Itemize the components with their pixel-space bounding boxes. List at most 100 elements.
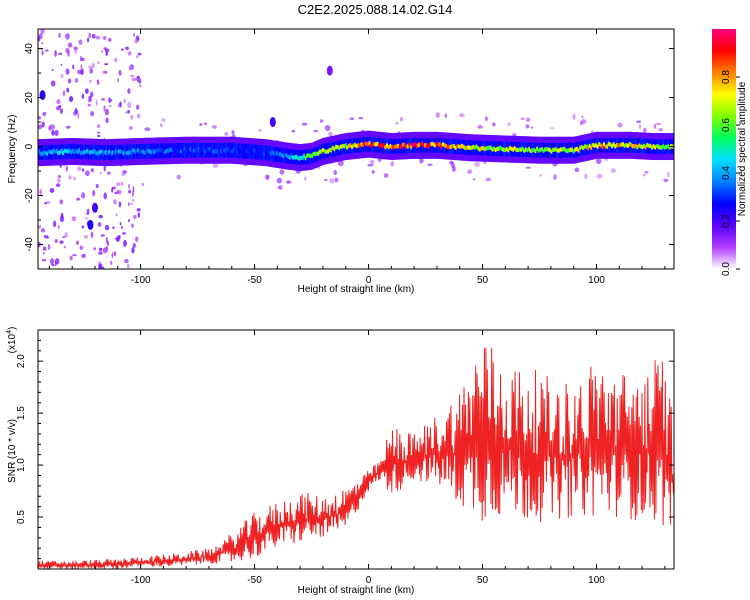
spectrogram-background-mark xyxy=(141,182,145,187)
spectrogram-background-mark xyxy=(128,126,133,131)
spectrogram-background-mark xyxy=(57,174,62,178)
spectrogram-background-mark xyxy=(81,192,86,199)
spectrogram-background-mark xyxy=(130,114,134,120)
spectrogram-background-mark xyxy=(444,113,447,118)
colorbar: 0.0 0.2 0.4 0.6 0.8 Normalized spectral ampl… xyxy=(712,29,748,276)
spectrogram-background-mark xyxy=(134,38,139,44)
spectrogram-background-mark xyxy=(45,200,51,205)
spectrogram-marks xyxy=(38,29,674,269)
spectrogram-background-mark xyxy=(73,176,76,181)
snr-x-tick-label: 50 xyxy=(477,575,489,586)
spectrogram-background-mark xyxy=(109,260,113,265)
spectrogram-background-mark xyxy=(135,55,139,59)
spectrogram-background-mark xyxy=(130,74,134,77)
spectrogram-background-mark xyxy=(101,50,104,53)
spectrogram-background-mark xyxy=(139,84,142,88)
spectrogram-background-mark xyxy=(56,99,61,105)
spectrogram-background-mark xyxy=(520,117,526,121)
spectrogram-panel: -100 -50 0 50 100 -40 -20 0 20 40 Height of stra… xyxy=(7,28,675,295)
spectrogram-background-mark xyxy=(90,168,94,173)
spectrogram-background-mark xyxy=(63,245,66,249)
spectrogram-background-mark xyxy=(313,129,319,133)
spectrogram-background-mark xyxy=(41,42,44,45)
spectrogram-background-mark xyxy=(90,111,95,117)
spectrogram-background-mark xyxy=(369,160,373,164)
spectrogram-background-mark xyxy=(91,34,96,39)
spectrogram-background-mark xyxy=(89,95,92,102)
spectrogram-background-mark xyxy=(419,157,424,164)
spectrogram-background-mark xyxy=(333,170,338,175)
spectrogram-y-ticks: -40 -20 0 20 40 xyxy=(24,43,674,270)
spectrogram-background-mark xyxy=(107,241,110,247)
spectrogram-background-mark xyxy=(579,121,583,126)
spectrogram-background-mark xyxy=(64,232,68,237)
spectrogram-background-mark xyxy=(42,251,45,255)
spectrogram-background-mark xyxy=(358,117,364,120)
spectrogram-background-mark xyxy=(112,226,115,229)
spectrogram-background-mark xyxy=(41,258,47,262)
colorbar-tick-label: 0.2 xyxy=(721,214,732,228)
spectrogram-background-mark xyxy=(492,122,496,127)
spectrogram-background-mark xyxy=(161,118,166,122)
spectrogram-background-mark xyxy=(123,98,126,104)
spectrogram-background-mark xyxy=(581,115,584,119)
snr-x-tick-label: 0 xyxy=(366,575,372,586)
spectrogram-background-mark xyxy=(92,190,96,197)
spectrogram-background-mark xyxy=(50,124,55,130)
spectrogram-background-mark xyxy=(127,88,131,94)
spectrogram-background-mark xyxy=(103,192,108,200)
spectrogram-background-mark xyxy=(553,174,558,181)
spectrogram-background-mark xyxy=(104,108,109,116)
spectrogram-background-mark xyxy=(85,170,90,177)
spectrogram-background-mark xyxy=(136,77,141,82)
spectrogram-background-mark xyxy=(57,224,60,230)
spectrogram-background-mark xyxy=(73,46,78,51)
spectrogram-background-mark xyxy=(103,105,106,112)
spectrogram-background-mark xyxy=(65,33,70,40)
spectrogram-background-mark xyxy=(67,42,73,48)
spectrogram-background-mark xyxy=(118,70,122,76)
spectrogram-background-mark xyxy=(100,234,105,237)
spectrogram-background-mark xyxy=(60,73,64,78)
spectrogram-background-mark xyxy=(95,183,99,189)
spectrogram-background-mark xyxy=(203,122,208,126)
spectrogram-background-mark xyxy=(66,87,70,93)
spectrogram-background-mark xyxy=(643,127,647,133)
spectrogram-background-mark xyxy=(74,50,78,54)
spectrogram-background-mark xyxy=(42,111,47,117)
spectrogram-background-mark xyxy=(136,104,140,110)
spectrogram-background-mark xyxy=(93,247,97,251)
spectrogram-background-mark xyxy=(371,159,375,166)
spectrogram-background-mark xyxy=(477,124,483,129)
spectrogram-background-mark xyxy=(84,88,89,94)
spectrogram-background-mark xyxy=(40,228,46,233)
spectrogram-background-mark xyxy=(550,127,555,130)
spectrogram-background-mark xyxy=(127,110,130,114)
spectrogram-background-mark xyxy=(76,166,82,171)
spectrogram-background-mark xyxy=(390,160,395,167)
spectrogram-background-mark xyxy=(596,173,603,179)
spectrogram-background-mark xyxy=(658,128,664,132)
spectrogram-background-mark xyxy=(80,64,83,71)
spectrogram-background-mark xyxy=(81,253,86,258)
spectrogram-x-tick-label: -50 xyxy=(247,275,262,286)
spectrogram-background-mark xyxy=(137,113,141,119)
spectrogram-background-mark xyxy=(38,224,42,229)
spectrogram-background-mark xyxy=(38,116,42,120)
spectrogram-background-mark xyxy=(130,202,133,205)
snr-frame xyxy=(37,329,675,570)
spectrogram-background-mark xyxy=(337,160,344,167)
spectrogram-background-mark xyxy=(435,112,440,118)
spectrogram-background-mark xyxy=(51,68,54,71)
spectrogram-background-mark xyxy=(572,113,576,120)
spectrogram-background-mark xyxy=(54,50,57,57)
spectrogram-background-mark xyxy=(65,47,70,54)
spectrogram-background-mark xyxy=(121,232,127,235)
spectrogram-background-mark xyxy=(574,167,580,173)
spectrogram-background-mark xyxy=(127,51,132,56)
spectrogram-y-tick-label: 40 xyxy=(24,43,35,55)
spectrogram-background-mark xyxy=(120,48,124,51)
spectrogram-background-mark xyxy=(58,52,63,55)
